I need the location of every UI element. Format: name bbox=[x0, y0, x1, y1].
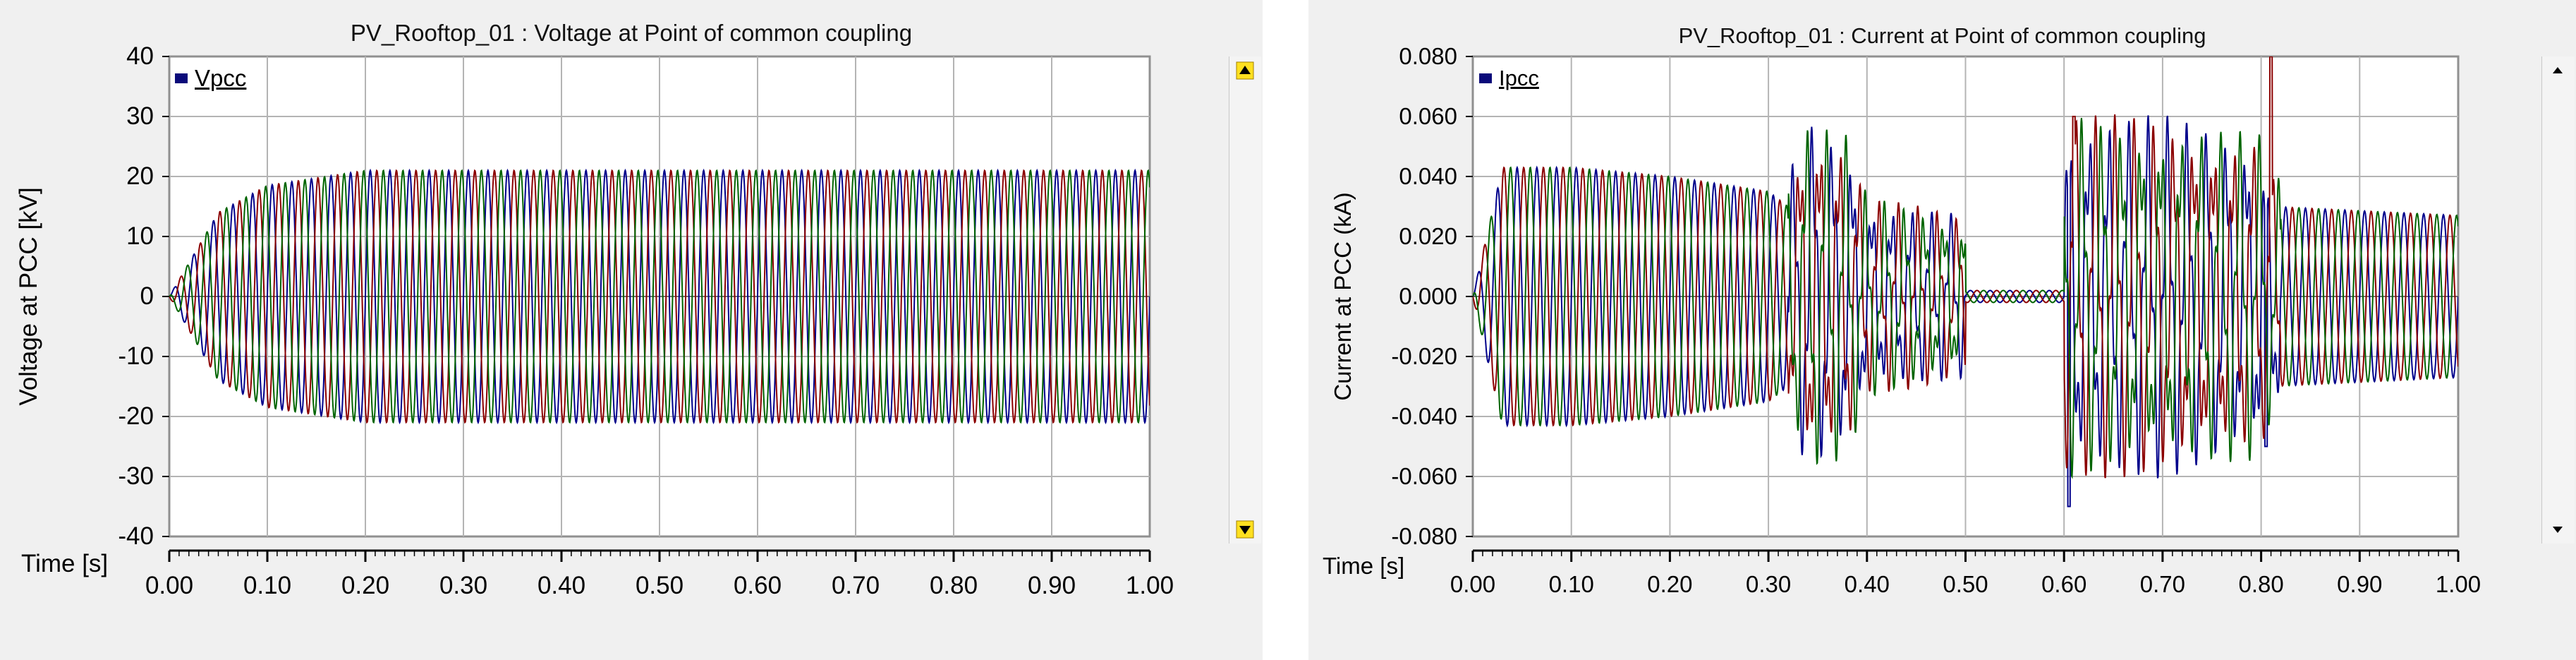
arrow-down-icon bbox=[1236, 520, 1254, 539]
x-tick-label: 0.80 bbox=[2238, 571, 2283, 597]
x-tick-label: 0.10 bbox=[1549, 571, 1594, 597]
x-tick-label: 0.40 bbox=[537, 572, 585, 599]
vpcc-legend-swatch bbox=[175, 73, 188, 83]
scroll-down-button[interactable] bbox=[1235, 520, 1255, 539]
scroll-up-button[interactable] bbox=[1235, 61, 1255, 80]
scroll-up-button[interactable] bbox=[2548, 61, 2568, 80]
x-axis-title: Time [s] bbox=[21, 550, 108, 577]
y-tick-label: -0.020 bbox=[1391, 343, 1457, 369]
y-tick-label: 0 bbox=[140, 282, 154, 310]
y-tick-label: -10 bbox=[118, 342, 154, 370]
series-line-phase-b bbox=[1473, 56, 2458, 479]
x-tick-label: 0.20 bbox=[1647, 571, 1692, 597]
series-line-phase-c bbox=[169, 169, 1150, 424]
voltage-panel: PV_Rooftop_01 : Voltage at Point of comm… bbox=[0, 0, 1263, 660]
voltage-chart-title: PV_Rooftop_01 : Voltage at Point of comm… bbox=[350, 20, 913, 46]
current-panel: PV_Rooftop_01 : Current at Point of comm… bbox=[1308, 0, 2576, 660]
ipcc-legend-label: Ipcc bbox=[1499, 66, 1539, 90]
series-line-phase-c bbox=[1473, 118, 2458, 479]
scroll-down-button[interactable] bbox=[2548, 520, 2568, 539]
y-tick-label: 20 bbox=[126, 162, 154, 190]
y-tick-label: -20 bbox=[118, 402, 154, 430]
current-scrollbar[interactable] bbox=[2541, 56, 2575, 544]
voltage-scrollbar[interactable] bbox=[1229, 56, 1261, 544]
y-tick-label: -30 bbox=[118, 462, 154, 490]
x-tick-label: 0.50 bbox=[636, 572, 684, 599]
y-tick-label: 0.080 bbox=[1399, 43, 1457, 69]
y-tick-label: 0.000 bbox=[1399, 283, 1457, 309]
ipcc-legend-swatch bbox=[1479, 73, 1492, 83]
current-plot: 0.080 0.060 0.040 0.020 0.000 -0.020 -0.040 -0.… bbox=[1323, 43, 2481, 597]
y-tick-label: 40 bbox=[126, 42, 154, 70]
x-tick-label: 0.10 bbox=[243, 572, 291, 599]
y-tick-label: -0.060 bbox=[1391, 463, 1457, 489]
x-axis-title: Time [s] bbox=[1323, 553, 1404, 579]
y-tick-label: -40 bbox=[118, 522, 154, 550]
x-tick-label: 0.30 bbox=[1746, 571, 1791, 597]
x-tick-label: 1.00 bbox=[1126, 572, 1174, 599]
waveform-group bbox=[1473, 56, 2458, 508]
x-tick-label: 1.00 bbox=[2436, 571, 2481, 597]
y-axis-title: Voltage at PCC [kV] bbox=[15, 187, 42, 405]
x-tick-label: 0.60 bbox=[734, 572, 782, 599]
x-tick-label: 0.20 bbox=[341, 572, 389, 599]
y-tick-label: 30 bbox=[126, 102, 154, 130]
y-tick-label: 10 bbox=[126, 222, 154, 250]
waveform-group bbox=[169, 168, 1150, 425]
y-tick-label: 0.060 bbox=[1399, 103, 1457, 129]
x-tick-label: 0.60 bbox=[2041, 571, 2086, 597]
voltage-legend: Vpcc bbox=[175, 65, 246, 92]
arrow-up-icon bbox=[2553, 67, 2563, 73]
y-tick-label: 0.020 bbox=[1399, 223, 1457, 249]
x-tick-label: 0.00 bbox=[145, 572, 193, 599]
y-tick-label: -0.080 bbox=[1391, 523, 1457, 549]
arrow-down-icon bbox=[2553, 527, 2563, 533]
current-chart-title: PV_Rooftop_01 : Current at Point of comm… bbox=[1678, 23, 2206, 48]
x-tick-label: 0.90 bbox=[2337, 571, 2382, 597]
vpcc-legend-label: Vpcc bbox=[195, 65, 247, 91]
x-tick-label: 0.30 bbox=[439, 572, 487, 599]
x-tick-label: 0.90 bbox=[1028, 572, 1076, 599]
y-axis-title: Current at PCC (kA) bbox=[1330, 192, 1356, 400]
x-tick-label: 0.50 bbox=[1943, 571, 1988, 597]
x-tick-label: 0.00 bbox=[1450, 571, 1495, 597]
arrow-up-icon bbox=[1236, 61, 1254, 80]
y-tick-label: 0.040 bbox=[1399, 163, 1457, 189]
current-legend: Ipcc bbox=[1479, 66, 1539, 91]
x-tick-label: 0.40 bbox=[1845, 571, 1890, 597]
series-line-phase-a bbox=[1473, 115, 2458, 508]
voltage-plot: 40 30 20 10 0 -10 -20 -30 -40 0.00 0.10 0.20 0.30 0.4… bbox=[15, 42, 1174, 599]
x-tick-label: 0.70 bbox=[2140, 571, 2185, 597]
series-line-phase-b bbox=[169, 169, 1150, 424]
x-tick-label: 0.70 bbox=[832, 572, 880, 599]
series-line-phase-a bbox=[169, 168, 1150, 425]
x-tick-label: 0.80 bbox=[930, 572, 978, 599]
y-tick-label: -0.040 bbox=[1391, 403, 1457, 429]
